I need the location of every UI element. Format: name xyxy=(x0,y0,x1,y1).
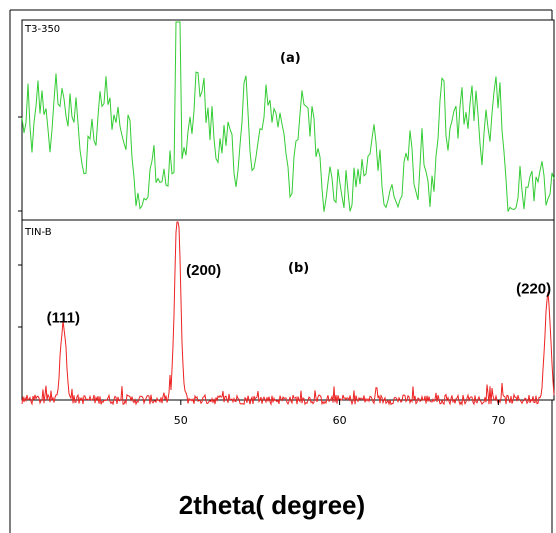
x-tick-label-70: 70 xyxy=(491,414,505,427)
peak-label-200: (200) xyxy=(186,262,221,279)
x-axis-title: 2theta( degree) xyxy=(179,490,365,520)
panel-a: T3-350 (a) xyxy=(18,19,555,221)
panel-a-sample-label: T3-350 xyxy=(24,24,60,35)
x-tick-label-60: 60 xyxy=(333,414,347,427)
series-a-trace xyxy=(21,21,555,212)
panel-b: TIN-B (b) (111) (200) (220) xyxy=(18,219,555,407)
panel-b-sample-label: TIN-B xyxy=(24,227,52,238)
peak-label-111: (111) xyxy=(47,309,80,326)
peak-label-220: (220) xyxy=(516,280,551,297)
series-b-trace xyxy=(21,221,555,407)
panel-b-frame xyxy=(21,219,555,401)
panel-b-label: (b) xyxy=(288,261,309,276)
x-tick-label-50: 50 xyxy=(174,414,188,427)
panel-a-label: (a) xyxy=(280,51,301,66)
peak-labels: (111) (200) (220) xyxy=(47,262,552,326)
series-b-line xyxy=(21,221,555,407)
panel-a-frame xyxy=(21,19,555,221)
series-a-line xyxy=(21,21,555,212)
x-axis: 50 60 70 xyxy=(174,400,505,427)
